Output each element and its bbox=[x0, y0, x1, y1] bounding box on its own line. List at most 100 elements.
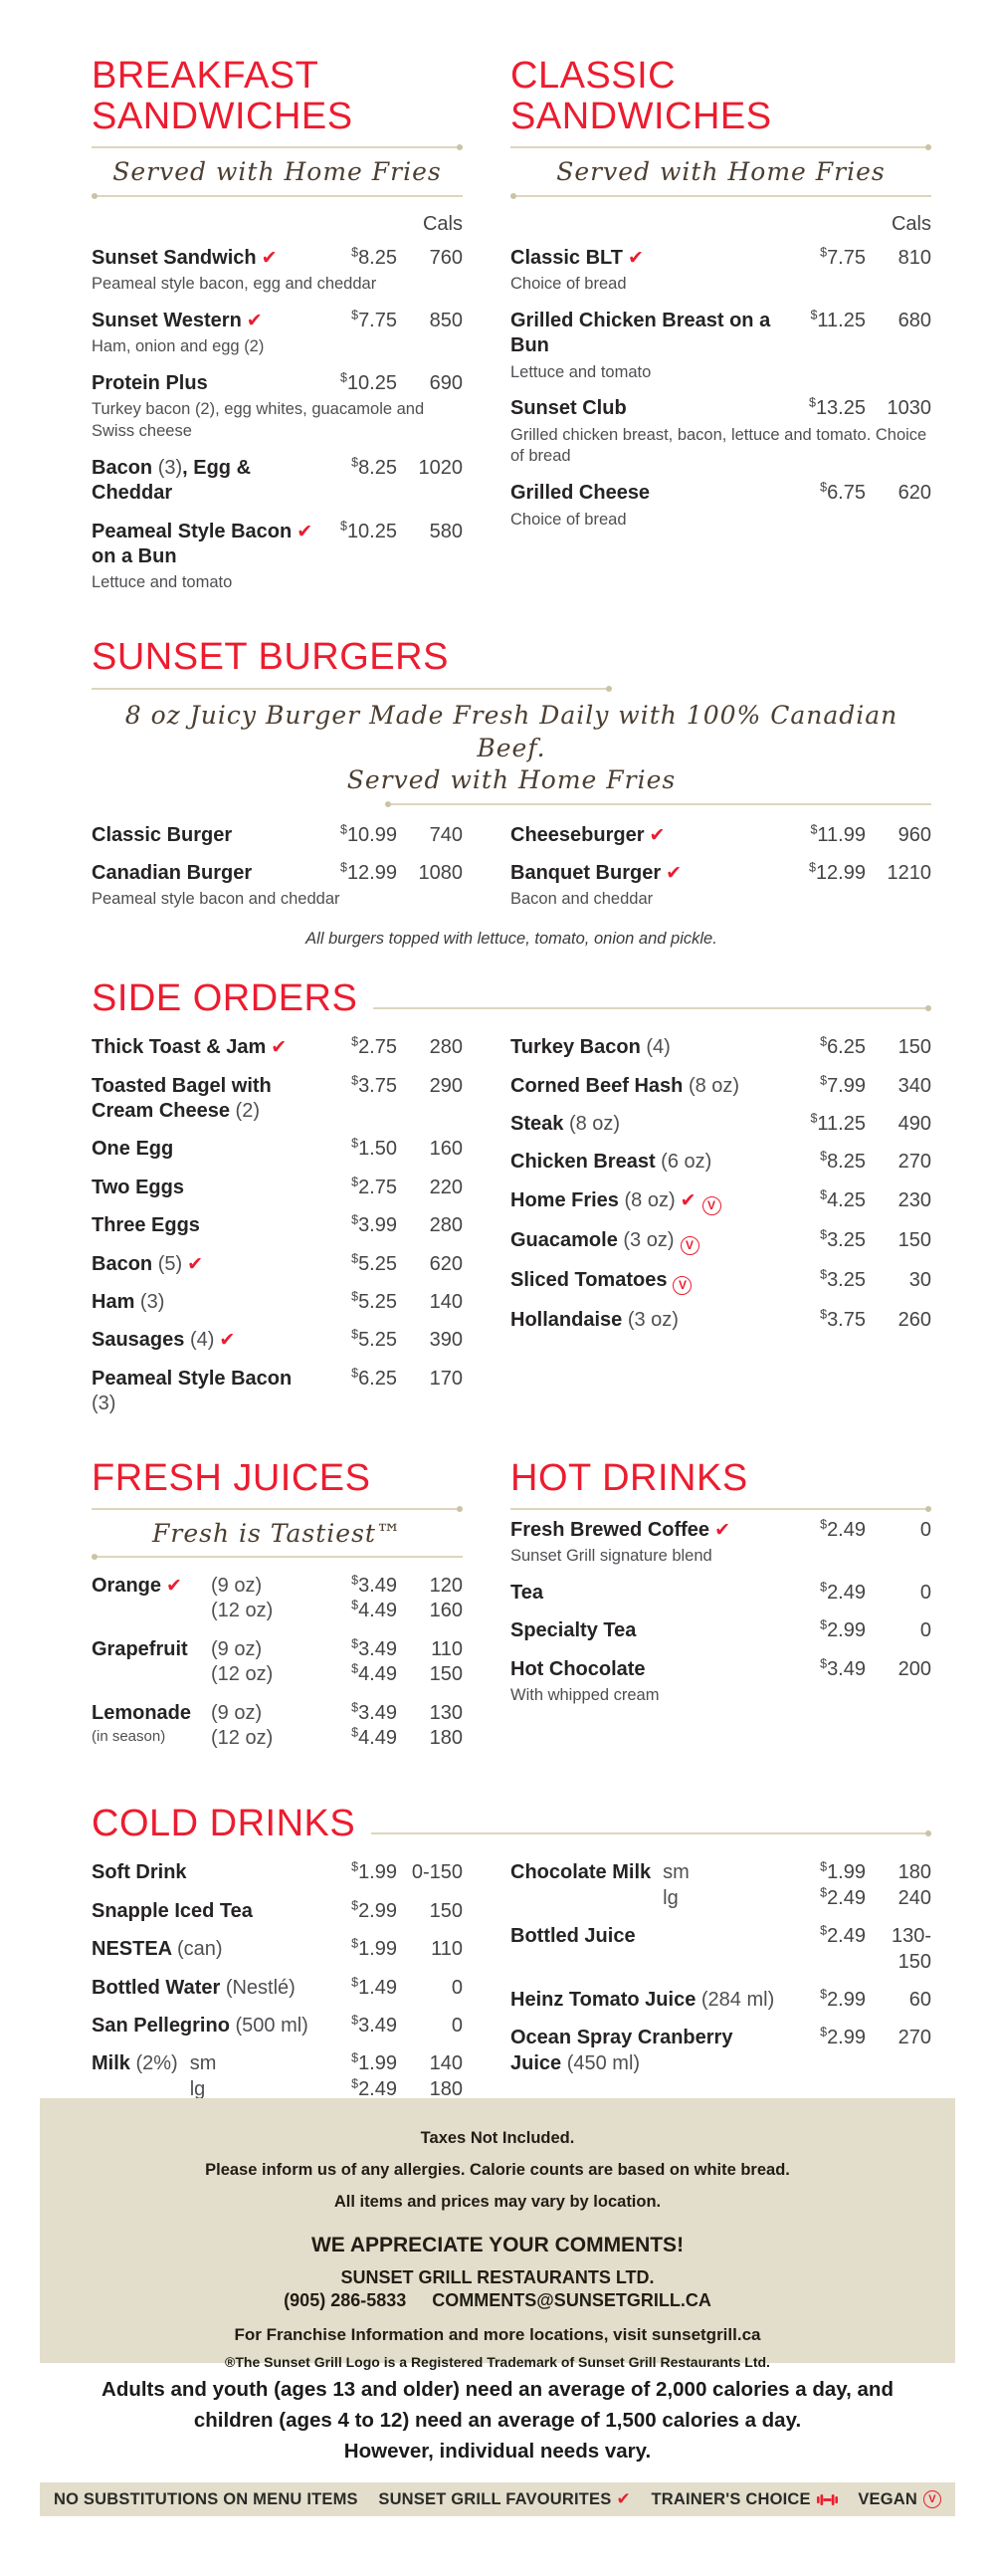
item-description: Peameal style bacon and cheddar bbox=[92, 890, 340, 909]
menu-item-row: Soft Drink $1.99 0-150 bbox=[92, 1860, 463, 1885]
section-subtitle: Served with Home Fries bbox=[112, 157, 442, 187]
item-price: $5.25 bbox=[351, 1250, 397, 1275]
item-calories: 0 bbox=[451, 2015, 463, 2037]
item-calories: 0-150 bbox=[411, 1861, 463, 1884]
item-name: NESTEA (can) bbox=[92, 1938, 223, 1961]
item-price: $12.99 bbox=[339, 860, 397, 885]
item-price: $12.99 bbox=[808, 860, 866, 885]
divider bbox=[92, 192, 463, 199]
item-price: $8.25 bbox=[351, 455, 397, 479]
cals-header-row: Cals bbox=[510, 213, 931, 236]
item-calories: 340 bbox=[897, 1074, 931, 1097]
vegan-icon: V bbox=[673, 1276, 693, 1296]
item-description: Turkey bacon (2), egg whites, guacamole … bbox=[92, 400, 425, 441]
item-price: $7.75 bbox=[351, 308, 397, 331]
item-price: $3.75 bbox=[820, 1307, 866, 1332]
menu-item-row: Two Eggs $2.75 220 bbox=[92, 1176, 463, 1200]
item-price: $2.75 bbox=[351, 1175, 397, 1198]
item-calories: 200 bbox=[897, 1657, 931, 1680]
item-name: Protein Plus bbox=[92, 371, 208, 394]
dollar-sign: $ bbox=[820, 1267, 828, 1282]
dollar-sign: $ bbox=[351, 1034, 359, 1049]
burger-note: All burgers topped with lettuce, tomato,… bbox=[305, 930, 717, 949]
menu-item-row: Protein Plus $10.25 690 Turkey bacon (2), e… bbox=[92, 371, 463, 443]
item-calories: 490 bbox=[897, 1113, 931, 1136]
menu-item-row: San Pellegrino (500 ml) $3.49 0 bbox=[92, 2014, 463, 2039]
size-label: (9 oz) bbox=[211, 1637, 263, 1660]
menu-item-row: Steak (8 oz) $11.25 490 bbox=[510, 1112, 931, 1137]
item-price: $2.99 bbox=[351, 1898, 397, 1922]
item-name: Grapefruit bbox=[92, 1637, 188, 1660]
legend-bar: NO SUBSTITUTIONS ON MENU ITEMS SUNSET GRI… bbox=[40, 2482, 955, 2516]
item-list: Cheeseburger ✔ $11.99 960 Banquet Burger ✔ $12… bbox=[510, 823, 931, 925]
dollar-sign: $ bbox=[820, 1580, 828, 1595]
item-name: Canadian Burger bbox=[92, 862, 253, 885]
item-calories: 110 bbox=[431, 1938, 463, 1961]
item-name: Grilled Cheese bbox=[510, 482, 651, 505]
item-calories: 280 bbox=[429, 1036, 463, 1059]
favourite-check-icon: ✔ bbox=[666, 863, 683, 885]
section-cold-drinks: COLD DRINKS Soft Drink $1.99 0-150 Snapple … bbox=[92, 1804, 931, 2115]
dollar-sign: $ bbox=[808, 395, 816, 410]
section-classic-sandwiches: CLASSIC SANDWICHES Served with Home Frie… bbox=[510, 55, 931, 607]
section-fresh-juices: FRESH JUICES Fresh is Tastiest™ Orange ✔ (… bbox=[92, 1456, 463, 1765]
dollar-sign: $ bbox=[820, 480, 828, 495]
favourite-check-icon: ✔ bbox=[714, 1519, 730, 1541]
item-price: $8.25 bbox=[820, 1149, 866, 1174]
dollar-sign: $ bbox=[351, 1136, 359, 1151]
menu-item-row: Fresh Brewed Coffee ✔ $2.49 0 Sunset Grill s… bbox=[510, 1518, 931, 1568]
menu-item-row: Snapple Iced Tea $2.99 150 bbox=[92, 1899, 463, 1924]
item-name: Sunset Sandwich ✔ bbox=[92, 246, 278, 269]
item-name: Snapple Iced Tea bbox=[92, 1899, 253, 1922]
vegan-icon: V bbox=[923, 2490, 941, 2508]
section-title: HOT DRINKS bbox=[510, 1456, 748, 1499]
item-description: Choice of bread bbox=[510, 510, 627, 529]
section-title: FRESH JUICES bbox=[92, 1456, 371, 1499]
item-name: Bottled Water (Nestlé) bbox=[92, 1976, 296, 1999]
menu-item-row: Home Fries (8 oz) ✔ V $4.25 230 bbox=[510, 1188, 931, 1215]
menu-item-row: Turkey Bacon (4) $6.25 150 bbox=[510, 1035, 931, 1060]
item-calories: 160 bbox=[429, 1138, 463, 1161]
item-price: $11.25 bbox=[810, 308, 866, 331]
dollar-sign: $ bbox=[351, 1598, 359, 1612]
item-price: $1.49 bbox=[351, 1974, 397, 1999]
cals-header-row: Cals bbox=[92, 213, 463, 236]
item-name: Cheeseburger ✔ bbox=[510, 823, 666, 846]
section-breakfast-sandwiches: BREAKFAST SANDWICHES Served with Home Fr… bbox=[92, 55, 463, 607]
favourite-check-icon: ✔ bbox=[616, 2489, 631, 2508]
item-calories: 180 240 bbox=[874, 1860, 931, 1911]
item-name: Peameal Style Bacon (3) bbox=[92, 1367, 293, 1415]
size-label: lg bbox=[663, 1886, 679, 1909]
item-price: $5.25 bbox=[351, 1327, 397, 1352]
item-name: Hot Chocolate bbox=[510, 1657, 646, 1680]
dollar-sign: $ bbox=[820, 1516, 828, 1531]
favourite-check-icon: ✔ bbox=[649, 824, 666, 846]
divider bbox=[510, 1505, 931, 1512]
favourite-check-icon: ✔ bbox=[187, 1253, 204, 1275]
item-calories: 960 bbox=[897, 823, 931, 846]
item-price: $2.99 bbox=[820, 1987, 866, 2011]
text-line: However, individual needs vary. bbox=[343, 2439, 652, 2463]
item-list: Turkey Bacon (4) $6.25 150 Corned Beef Hash… bbox=[510, 1035, 931, 1429]
favourite-check-icon: ✔ bbox=[297, 521, 313, 542]
legend-item: SUNSET GRILL FAVOURITES ✔ bbox=[378, 2489, 631, 2509]
dollar-sign: $ bbox=[351, 244, 359, 259]
item-price: $13.25 bbox=[808, 395, 866, 420]
menu-item-row: Corned Beef Hash (8 oz) $7.99 340 bbox=[510, 1074, 931, 1099]
item-price: $6.25 bbox=[820, 1034, 866, 1059]
dollar-sign: $ bbox=[820, 1307, 828, 1322]
dollar-sign: $ bbox=[820, 1227, 828, 1242]
text-line: 8 oz Juicy Burger Made Fresh Daily with … bbox=[124, 701, 898, 762]
item-name: Bacon (3), Egg & Cheddar bbox=[92, 456, 252, 505]
item-price: $8.25 bbox=[351, 244, 397, 269]
item-price: $7.99 bbox=[820, 1072, 866, 1097]
item-description: With whipped cream bbox=[510, 1685, 660, 1704]
dollar-sign: $ bbox=[351, 1366, 359, 1381]
menu-item-row: Banquet Burger ✔ $12.99 1210 Bacon and chedd… bbox=[510, 861, 931, 911]
item-list: Soft Drink $1.99 0-150 Snapple Iced Tea $2.9… bbox=[92, 1860, 463, 2115]
size-label: (12 oz) bbox=[211, 1600, 274, 1622]
favourite-check-icon: ✔ bbox=[219, 1330, 236, 1352]
dumbbell-icon bbox=[816, 2493, 838, 2506]
item-price: $7.75 bbox=[820, 244, 866, 269]
item-name: Classic BLT ✔ bbox=[510, 246, 644, 269]
